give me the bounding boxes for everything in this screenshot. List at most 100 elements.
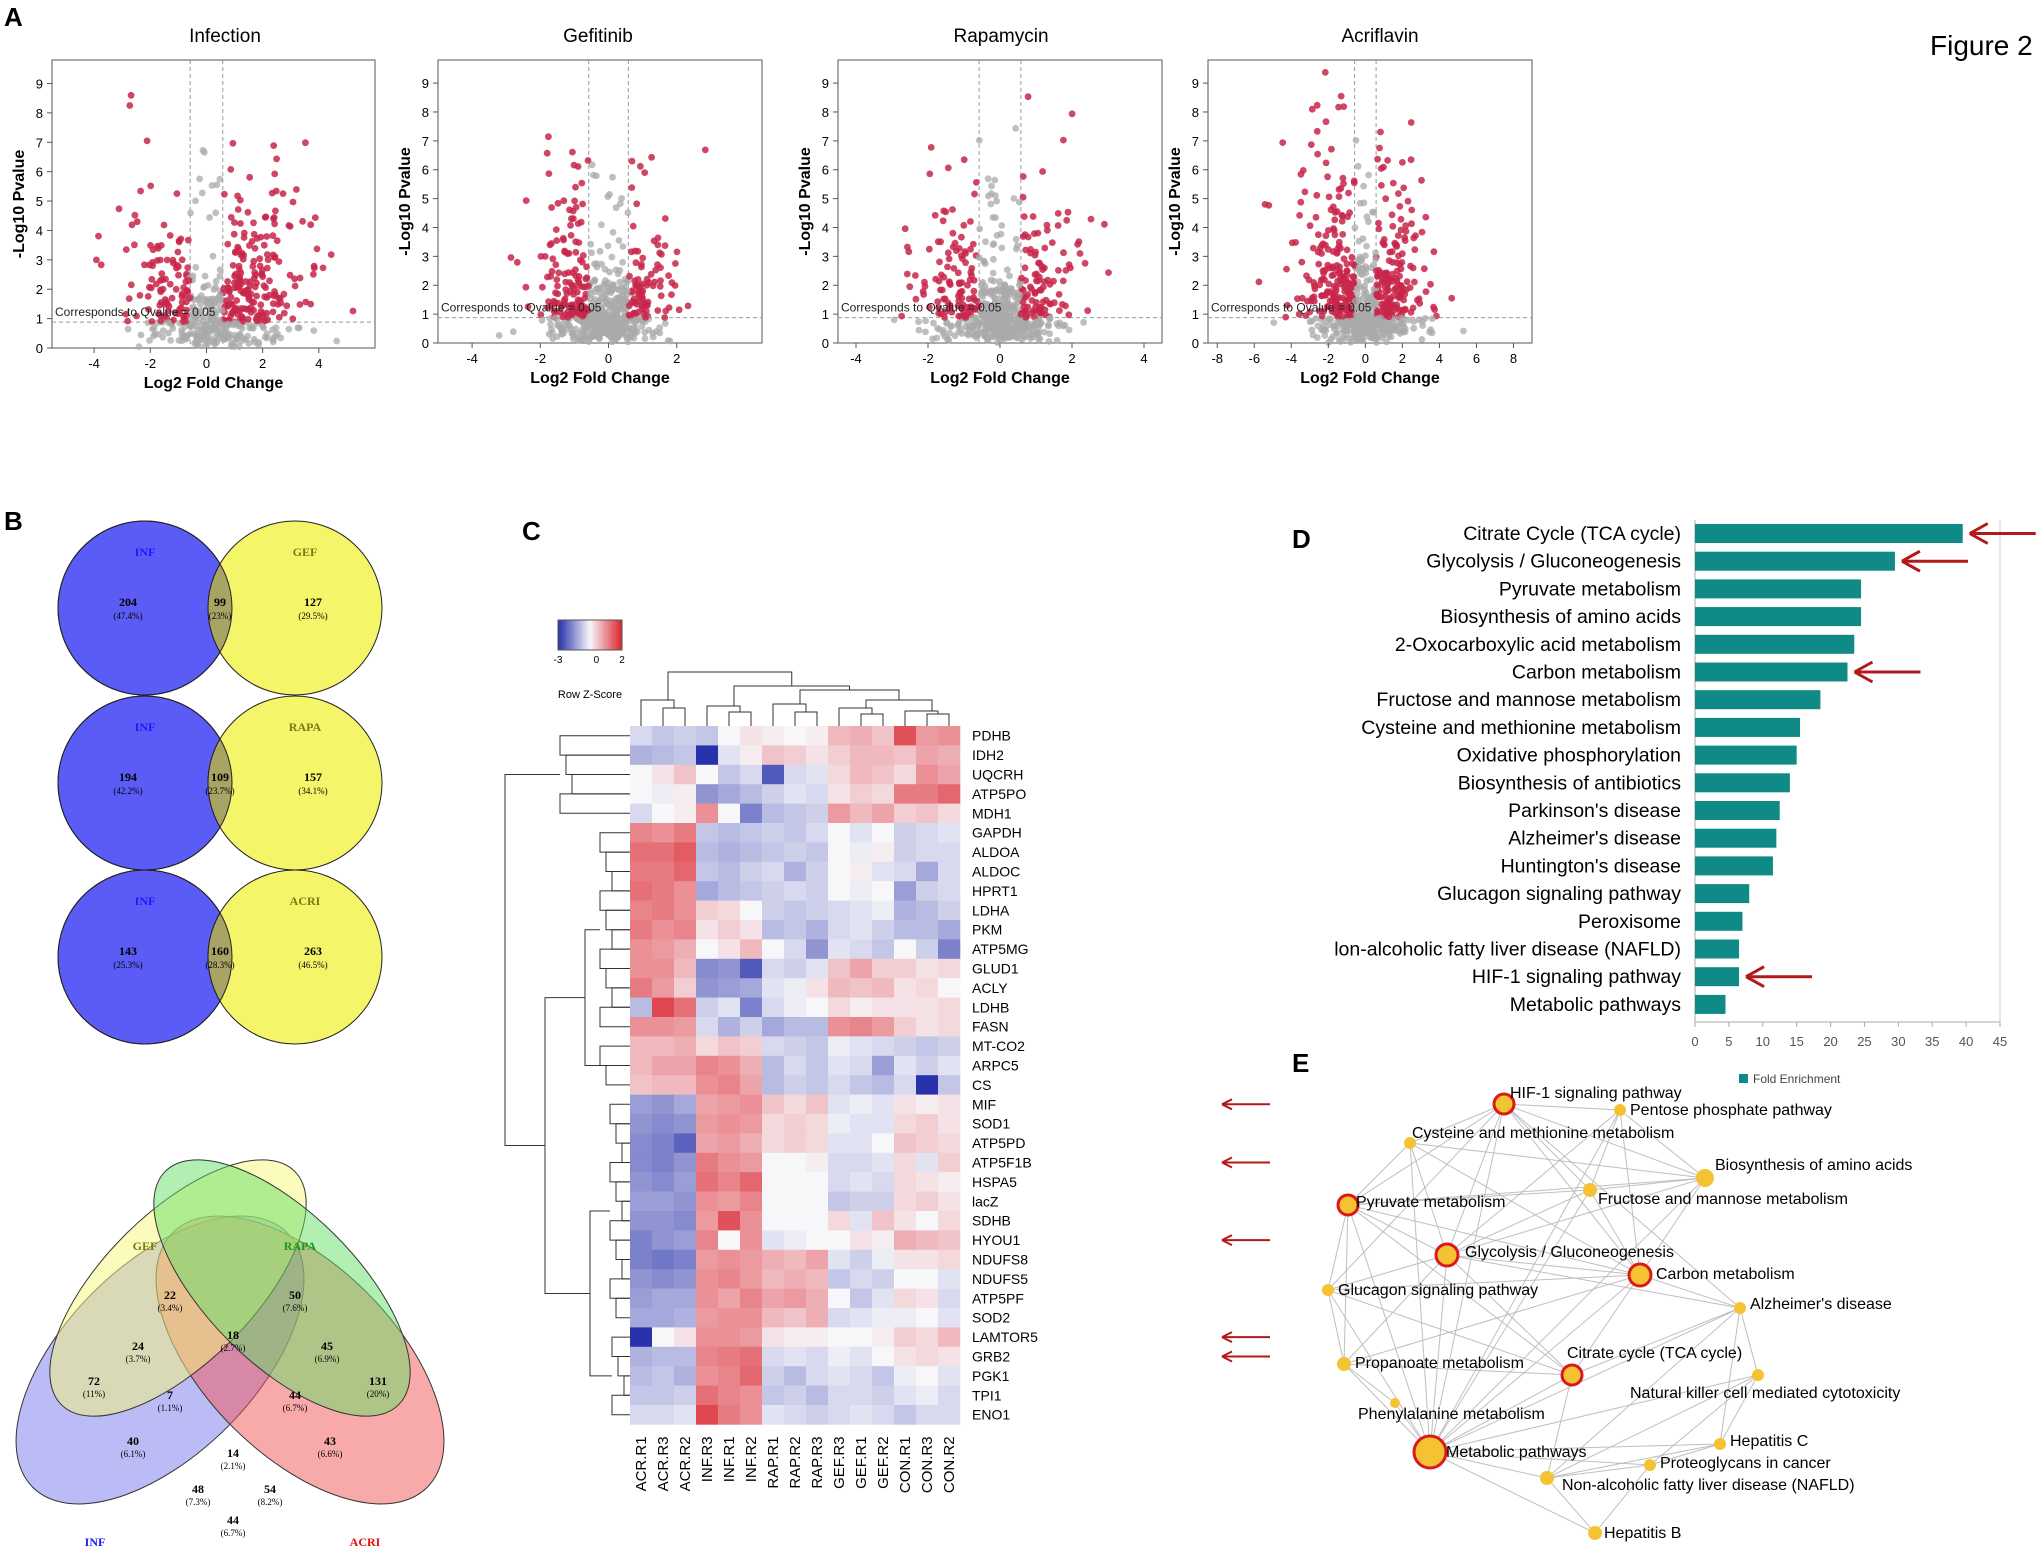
significant-point (1279, 139, 1287, 147)
significant-point (1379, 239, 1387, 247)
network-node (1714, 1438, 1726, 1450)
color-key-tick: -3 (554, 655, 563, 666)
heatmap-cell (652, 764, 675, 785)
heatmap-cell (894, 1055, 917, 1076)
significant-point (1042, 296, 1050, 304)
heatmap-cell (674, 881, 697, 901)
network-edge (1589, 1109, 1621, 1191)
significant-point (158, 270, 166, 278)
nonsignificant-point (1359, 337, 1366, 345)
significant-point (1430, 303, 1437, 311)
heatmap-cell (630, 1405, 653, 1425)
significant-point (562, 278, 570, 286)
nonsignificant-point (580, 330, 588, 338)
bar-category-label: Alzheimer's disease (1508, 828, 1681, 850)
significant-point (657, 264, 664, 271)
network-node (1752, 1369, 1764, 1381)
heatmap-cell (652, 784, 675, 804)
color-key-swatch (602, 620, 605, 650)
network-edge (1619, 1109, 1706, 1179)
y-tick-label: 7 (822, 134, 829, 149)
nonsignificant-point (1333, 329, 1341, 336)
heatmap-cell (872, 1346, 895, 1367)
heatmap-cell (696, 939, 719, 960)
heatmap-cell (696, 1191, 719, 1212)
heatmap-cell (784, 1152, 807, 1173)
significant-point (246, 242, 253, 249)
heatmap-cell (762, 861, 785, 882)
dendrogram-branch (623, 1375, 630, 1396)
significant-point (1050, 277, 1057, 285)
network-edge (1429, 1374, 1573, 1453)
significant-point (1399, 286, 1407, 294)
nonsignificant-point (978, 280, 985, 288)
significant-point (1063, 216, 1071, 224)
enrichment-bar (1695, 856, 1773, 876)
heatmap-cell (828, 1327, 851, 1348)
network-node-label: Metabolic pathways (1446, 1444, 1587, 1461)
venn-label-left: INF (135, 545, 156, 559)
network-edge (1343, 1363, 1396, 1404)
heatmap-cell (894, 861, 917, 882)
color-key-swatch (604, 620, 607, 650)
heatmap-cell (938, 1327, 961, 1348)
nonsignificant-point (228, 340, 235, 347)
enrichment-bar (1695, 607, 1862, 627)
significant-point (628, 248, 635, 256)
significant-point (1336, 270, 1343, 277)
heatmap-cell (938, 784, 961, 804)
significant-point (671, 282, 679, 289)
y-tick-label: 9 (36, 77, 43, 92)
color-key-swatch (572, 620, 575, 650)
significant-point (271, 220, 278, 228)
nonsignificant-point (149, 325, 156, 333)
nonsignificant-point (159, 327, 167, 334)
significant-point (1308, 105, 1316, 113)
network-node-label: Propanoate metabolism (1355, 1355, 1524, 1372)
significant-point (1397, 226, 1405, 234)
nonsignificant-point (1367, 276, 1375, 283)
nonsignificant-point (548, 325, 555, 333)
significant-point (577, 299, 585, 306)
heatmap-cell (916, 1172, 939, 1192)
significant-point (1345, 189, 1352, 197)
significant-point (524, 303, 532, 311)
heatmap-cell (850, 861, 873, 882)
heatmap-cell (740, 1094, 763, 1115)
nonsignificant-point (618, 284, 626, 291)
heatmap-cell (828, 978, 851, 998)
volcano-frame (51, 59, 376, 349)
nonsignificant-point (606, 268, 613, 276)
heatmap-cell (806, 861, 829, 882)
highlight-arrow-head (1901, 549, 1921, 573)
heatmap-cell (938, 1211, 961, 1231)
significant-point (937, 238, 944, 246)
y-tick-label: 2 (36, 282, 43, 297)
heatmap-cell (630, 900, 653, 921)
venn-overlap (207, 870, 232, 1044)
significant-point (634, 276, 642, 283)
significant-point (224, 240, 232, 248)
heatmap-cell (938, 997, 961, 1018)
heatmap-cell (696, 1114, 719, 1134)
network-edge (1446, 1189, 1591, 1256)
heatmap-cell (718, 1036, 741, 1057)
heatmap-cell (718, 1308, 741, 1328)
heatmap-row-label: ARPC5 (972, 1058, 1019, 1074)
network-edge (1343, 1363, 1431, 1453)
significant-point (266, 277, 273, 285)
y-axis-label: -Log10 Pvalue (797, 147, 814, 256)
dendrogram-branch (794, 711, 818, 726)
significant-point (163, 256, 171, 264)
significant-point (673, 248, 681, 256)
significant-point (159, 276, 166, 284)
heatmap-cell (938, 900, 961, 921)
nonsignificant-point (552, 314, 560, 322)
nonsignificant-point (1350, 321, 1358, 329)
heatmap-cell (696, 1055, 719, 1076)
network-edge (1347, 1204, 1641, 1276)
nonsignificant-point (235, 331, 243, 339)
heatmap-column-label: ACR.R1 (633, 1436, 650, 1491)
significant-point (1255, 278, 1263, 286)
venn-region-percent: (20%) (367, 1389, 390, 1399)
